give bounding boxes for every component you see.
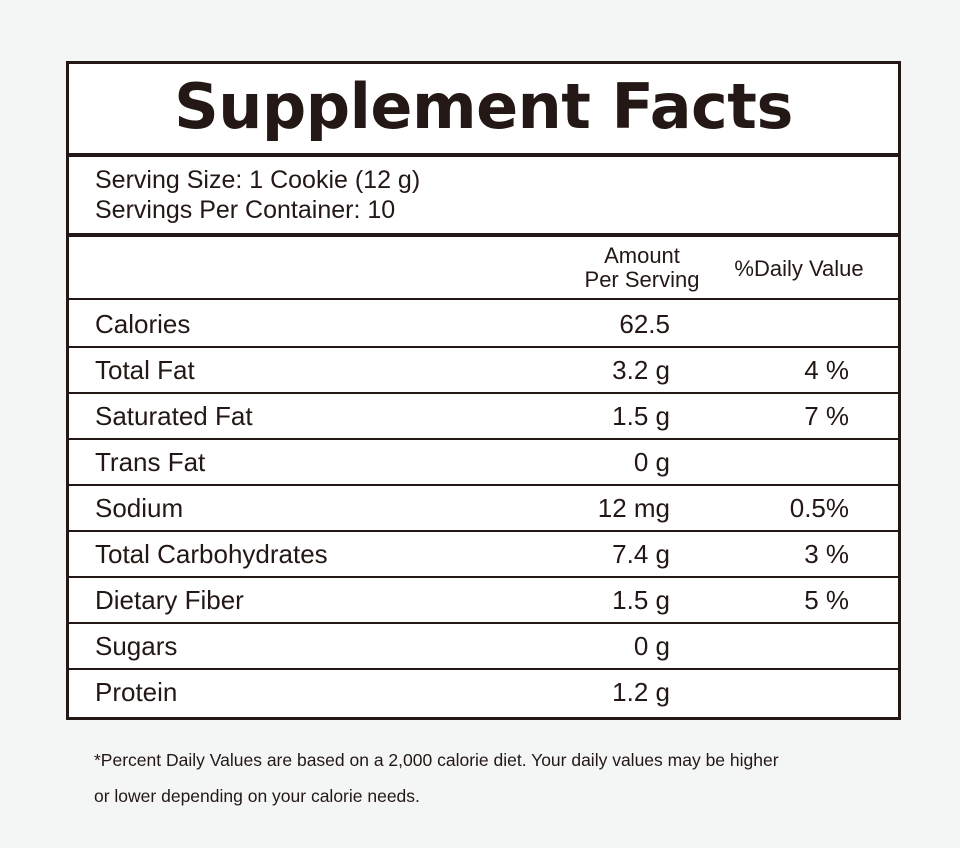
row-divider xyxy=(69,346,898,348)
nutrient-daily-value: 0.5% xyxy=(789,493,849,523)
nutrient-amount: 1.5 g xyxy=(612,401,670,431)
serving-divider xyxy=(69,233,898,237)
supplement-facts-panel: Supplement Facts Serving Size: 1 Cookie … xyxy=(66,61,901,720)
row-divider xyxy=(69,622,898,624)
nutrient-name: Total Fat xyxy=(95,355,195,385)
nutrient-amount: 62.5 xyxy=(619,309,670,339)
label-title: Supplement Facts xyxy=(174,70,793,143)
nutrient-daily-value: 5 % xyxy=(804,585,849,615)
daily-value-header: %Daily Value xyxy=(734,256,864,281)
row-divider xyxy=(69,392,898,394)
nutrient-amount: 12 mg xyxy=(597,493,670,523)
amount-header-line2: Per Serving xyxy=(584,267,700,292)
nutrient-name: Dietary Fiber xyxy=(95,585,244,615)
nutrient-row: Sugars 0 g xyxy=(69,624,898,668)
nutrient-name: Trans Fat xyxy=(95,447,206,477)
row-divider xyxy=(69,576,898,578)
nutrient-name: Calories xyxy=(95,309,191,339)
nutrient-row: Trans Fat 0 g xyxy=(69,440,898,484)
title-divider xyxy=(69,153,898,157)
nutrient-name: Protein xyxy=(95,677,178,707)
amount-header-line1: Amount xyxy=(604,243,680,268)
row-divider xyxy=(69,530,898,532)
nutrient-row: Calories 62.5 xyxy=(69,302,898,346)
servings-per-container: Servings Per Container: 10 xyxy=(95,196,396,224)
nutrient-row: Saturated Fat 1.5 g 7 % xyxy=(69,394,898,438)
nutrient-amount: 0 g xyxy=(633,631,670,661)
nutrient-name: Saturated Fat xyxy=(95,401,253,431)
row-divider xyxy=(69,668,898,670)
serving-size: Serving Size: 1 Cookie (12 g) xyxy=(95,166,421,194)
nutrient-row: Total Carbohydrates 7.4 g 3 % xyxy=(69,532,898,576)
nutrient-row: Sodium 12 mg 0.5% xyxy=(69,486,898,530)
footnote-line-1: *Percent Daily Values are based on a 2,0… xyxy=(94,750,779,770)
nutrient-row: Dietary Fiber 1.5 g 5 % xyxy=(69,578,898,622)
amount-per-serving-header: Amount Per Serving xyxy=(567,244,717,292)
footnote: *Percent Daily Values are based on a 2,0… xyxy=(94,742,894,814)
nutrient-daily-value: 3 % xyxy=(804,539,849,569)
nutrient-amount: 1.5 g xyxy=(612,585,670,615)
nutrient-row: Total Fat 3.2 g 4 % xyxy=(69,348,898,392)
row-divider xyxy=(69,484,898,486)
nutrient-amount: 0 g xyxy=(633,447,670,477)
nutrient-amount: 1.2 g xyxy=(612,677,670,707)
nutrient-name: Sugars xyxy=(95,631,178,661)
nutrient-name: Total Carbohydrates xyxy=(95,539,328,569)
nutrient-amount: 7.4 g xyxy=(612,539,670,569)
serving-info: Serving Size: 1 Cookie (12 g) Servings P… xyxy=(95,165,420,225)
nutrient-daily-value: 4 % xyxy=(804,355,849,385)
header-divider xyxy=(69,298,898,300)
footnote-line-2: or lower depending on your calorie needs… xyxy=(94,786,420,806)
nutrient-name: Sodium xyxy=(95,493,184,523)
row-divider xyxy=(69,438,898,440)
nutrient-daily-value: 7 % xyxy=(804,401,849,431)
nutrient-row: Protein 1.2 g xyxy=(69,670,898,714)
nutrient-amount: 3.2 g xyxy=(612,355,670,385)
